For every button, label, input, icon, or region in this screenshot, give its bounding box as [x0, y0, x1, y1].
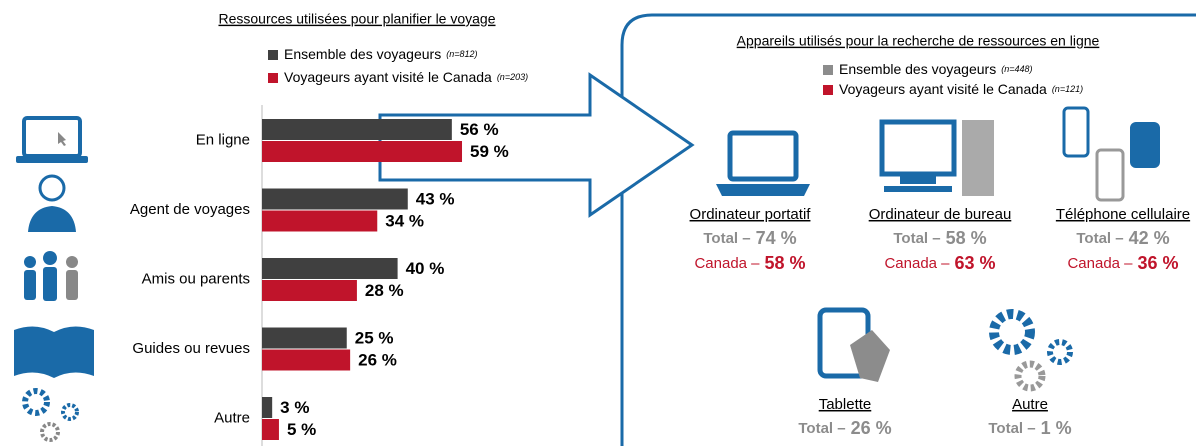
bar	[262, 419, 279, 440]
legend-entry: Ensemble des voyageurs (n=448)	[839, 61, 1032, 77]
legend-swatch	[823, 65, 833, 75]
infographic: Ressources utilisées pour planifier le v…	[0, 0, 1196, 446]
canada-prefix: Canada –	[1067, 255, 1133, 272]
value-label: 59 %	[470, 142, 509, 161]
bar	[262, 280, 357, 301]
device-total: Total – 74 %	[703, 228, 796, 248]
bar	[262, 141, 462, 162]
canada-value: 36 %	[1138, 253, 1179, 273]
device-total: Total – 58 %	[893, 228, 986, 248]
value-label: 43 %	[416, 189, 455, 208]
value-label: 56 %	[460, 120, 499, 139]
category-label: En ligne	[196, 131, 250, 148]
legend-swatch	[268, 73, 278, 83]
legend-label: Ensemble des voyageurs	[284, 46, 441, 62]
total-prefix: Total –	[893, 230, 940, 247]
legend-swatch	[823, 85, 833, 95]
legend-note: (n=203)	[497, 72, 528, 82]
device-name: Ordinateur portatif	[690, 206, 812, 223]
bar	[262, 189, 408, 210]
bar	[262, 328, 347, 349]
bar	[262, 350, 350, 371]
total-value: 42 %	[1129, 228, 1170, 248]
category-label: Agent de voyages	[130, 201, 250, 218]
icons-left	[14, 118, 94, 440]
legend-note: (n=448)	[1001, 64, 1032, 74]
chart-title: Ressources utilisées pour planifier le v…	[218, 11, 495, 27]
category-label: Amis ou parents	[142, 270, 250, 287]
legend-swatch	[268, 50, 278, 60]
bar	[262, 119, 452, 140]
device-total: Total – 26 %	[798, 418, 891, 438]
total-value: 74 %	[756, 228, 797, 248]
canvas: Ressources utilisées pour planifier le v…	[0, 0, 1196, 446]
value-label: 25 %	[355, 328, 394, 347]
total-value: 26 %	[851, 418, 892, 438]
device-name: Téléphone cellulaire	[1056, 206, 1190, 223]
value-label: 26 %	[358, 350, 397, 369]
total-prefix: Total –	[988, 420, 1035, 437]
panel-title: Appareils utilisés pour la recherche de …	[737, 33, 1100, 49]
device-total: Total – 1 %	[988, 418, 1071, 438]
value-label: 34 %	[385, 211, 424, 230]
bar	[262, 258, 398, 279]
legend-label: Voyageurs ayant visité le Canada	[839, 81, 1047, 97]
total-value: 1 %	[1041, 418, 1072, 438]
legend-entry: Ensemble des voyageurs (n=812)	[284, 46, 477, 62]
total-value: 58 %	[946, 228, 987, 248]
device-canada: Canada – 63 %	[884, 253, 995, 273]
legend-label: Ensemble des voyageurs	[839, 61, 996, 77]
total-prefix: Total –	[703, 230, 750, 247]
value-label: 40 %	[406, 259, 445, 278]
legend-note: (n=812)	[446, 49, 477, 59]
legend-entry: Voyageurs ayant visité le Canada (n=121)	[839, 81, 1083, 97]
legend-entry: Voyageurs ayant visité le Canada (n=203)	[284, 69, 528, 85]
device-total: Total – 42 %	[1076, 228, 1169, 248]
device-canada: Canada – 58 %	[694, 253, 805, 273]
canada-value: 63 %	[955, 253, 996, 273]
device-name: Ordinateur de bureau	[869, 206, 1012, 223]
category-label: Autre	[214, 409, 250, 426]
value-label: 3 %	[280, 398, 309, 417]
bar	[262, 211, 377, 232]
legend-note: (n=121)	[1052, 84, 1083, 94]
canada-prefix: Canada –	[694, 255, 760, 272]
category-label: Guides ou revues	[132, 340, 250, 357]
value-label: 28 %	[365, 281, 404, 300]
device-canada: Canada – 36 %	[1067, 253, 1178, 273]
legend-label: Voyageurs ayant visité le Canada	[284, 69, 492, 85]
value-label: 5 %	[287, 420, 316, 439]
total-prefix: Total –	[1076, 230, 1123, 247]
canada-value: 58 %	[765, 253, 806, 273]
canada-prefix: Canada –	[884, 255, 950, 272]
device-name: Tablette	[819, 396, 872, 413]
bar	[262, 397, 272, 418]
device-name: Autre	[1012, 396, 1048, 413]
total-prefix: Total –	[798, 420, 845, 437]
icons-devices	[716, 108, 1160, 388]
